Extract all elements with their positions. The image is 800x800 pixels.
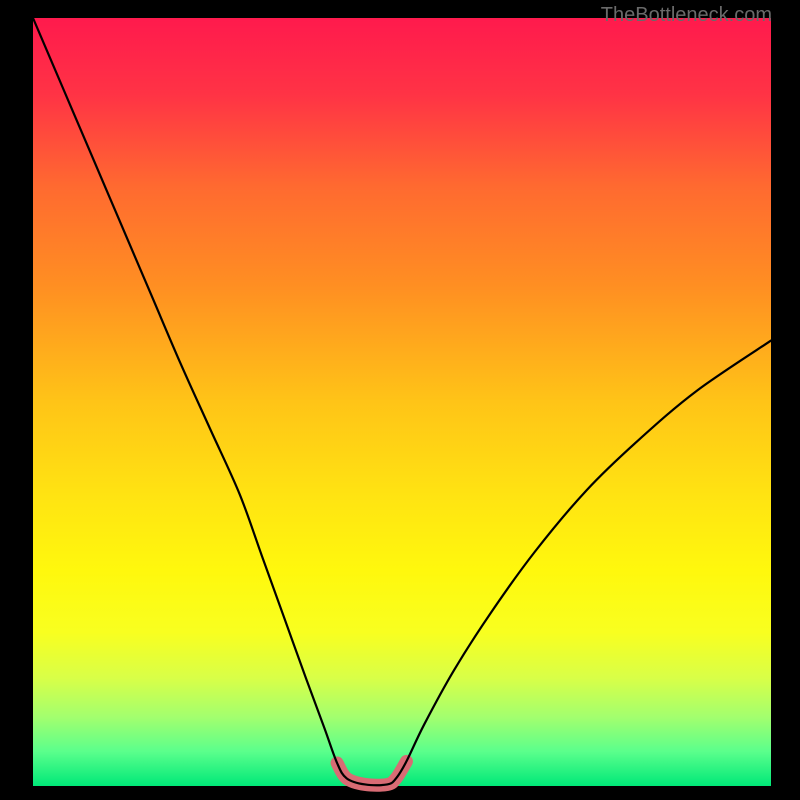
watermark-text: TheBottleneck.com: [601, 4, 772, 27]
chart-background: [33, 18, 771, 786]
chart-stage: TheBottleneck.com: [0, 0, 800, 800]
bottleneck-curve-chart: [0, 0, 800, 800]
